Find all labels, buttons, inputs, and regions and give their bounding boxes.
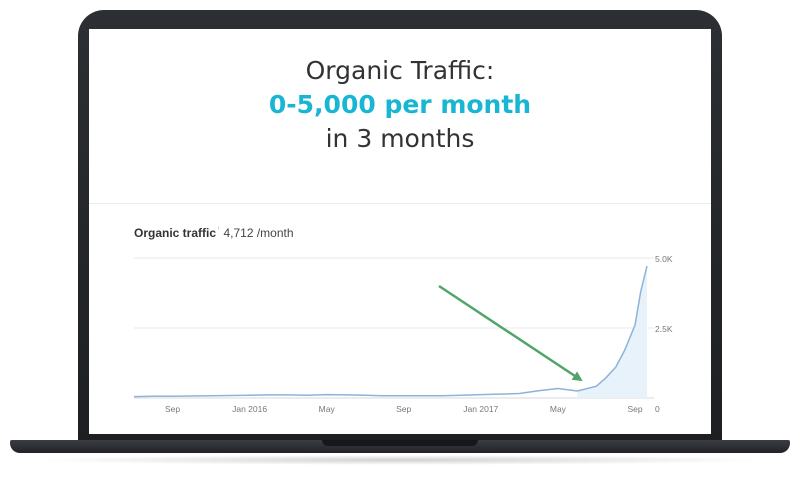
headline-line-3: in 3 months xyxy=(325,124,475,153)
metric-row: Organic traffic ⁱ 4,712 /month xyxy=(134,225,294,240)
y-tick-label: 2.5K xyxy=(655,324,673,334)
traffic-series-line xyxy=(133,265,648,398)
x-tick-label: Jan 2016 xyxy=(232,404,267,414)
divider xyxy=(89,203,711,204)
x-tick-label: May xyxy=(550,404,567,414)
metric-value: 4,712 /month xyxy=(223,226,294,240)
annotation-arrow xyxy=(438,284,583,382)
traffic-area-fill xyxy=(577,266,647,398)
x-tick-label: Sep xyxy=(627,404,642,414)
x-tick-label: Sep xyxy=(165,404,180,414)
headline-line-2: 0-5,000 per month xyxy=(268,90,532,119)
x-axis-ticks: Sep Jan 2016 May Sep Jan 2017 May Sep xyxy=(165,404,643,414)
laptop-screen: Organic Traffic: 0-5,000 per month in 3 … xyxy=(89,29,711,434)
headline-line-1: Organic Traffic: xyxy=(305,56,495,85)
x-tick-label: May xyxy=(319,404,336,414)
laptop-base xyxy=(10,440,790,453)
laptop-shadow xyxy=(30,455,770,465)
metric-label: Organic traffic xyxy=(134,226,217,240)
traffic-chart: Sep Jan 2016 May Sep Jan 2017 May Sep 5.0K 2.5K… xyxy=(133,254,673,414)
laptop-base-notch xyxy=(322,440,478,446)
x-tick-label: Sep xyxy=(396,404,411,414)
y-axis-ticks: 5.0K 2.5K 0 xyxy=(655,254,673,414)
y-tick-label: 5.0K xyxy=(655,254,673,264)
info-icon[interactable]: ⁱ xyxy=(218,225,220,234)
x-tick-label: Jan 2017 xyxy=(463,404,498,414)
y-tick-label: 0 xyxy=(655,404,660,414)
